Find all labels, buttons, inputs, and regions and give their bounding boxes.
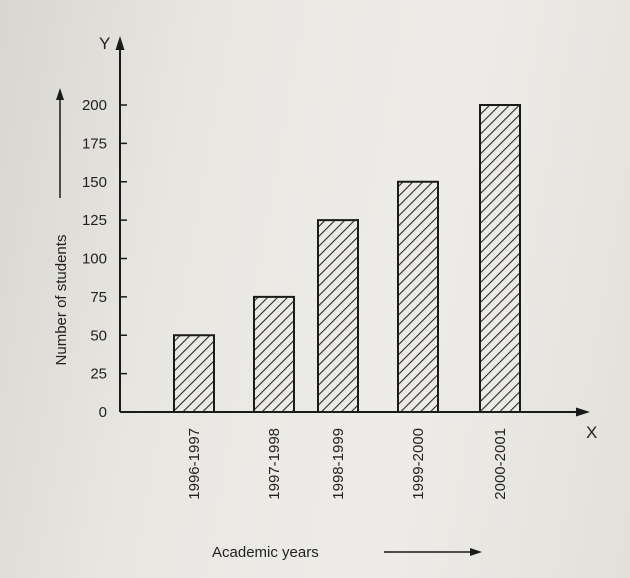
x-axis-arrow-icon xyxy=(576,407,590,417)
y-tick-label-175: 175 xyxy=(82,135,107,152)
x-tick-label-1997-1998: 1997-1998 xyxy=(266,428,283,500)
x-tick-label-1998-1999: 1998-1999 xyxy=(330,428,347,500)
x-axis-title: Academic years xyxy=(212,544,319,561)
x-tick-label-1999-2000: 1999-2000 xyxy=(410,428,427,500)
bar-1997-1998 xyxy=(253,295,295,413)
y-tick-label-25: 25 xyxy=(90,366,107,383)
bar-1996-1997 xyxy=(173,334,215,413)
y-tick-label-100: 100 xyxy=(82,251,107,268)
x-tick-label-1996-1997: 1996-1997 xyxy=(186,428,203,500)
bar-1999-2000 xyxy=(397,180,439,413)
y-tick-label-150: 150 xyxy=(82,174,107,191)
y-tick-label-200: 200 xyxy=(82,97,107,114)
y-ticks-group: 0 25 50 75 100 125 150 175 200 xyxy=(82,97,127,421)
x-axis-title-arrow-icon xyxy=(470,548,482,556)
bar-1998-1999 xyxy=(317,219,359,413)
y-axis-title: Number of students xyxy=(53,235,70,366)
y-tick-label-50: 50 xyxy=(90,327,107,344)
x-axis-letter: X xyxy=(586,423,597,442)
x-tick-label-2000-2001: 2000-2001 xyxy=(492,428,509,500)
x-tick-labels-group: 1996-1997 1997-1998 1998-1999 1999-2000 2000… xyxy=(186,428,509,500)
bars-group xyxy=(173,104,521,413)
y-tick-label-75: 75 xyxy=(90,289,107,306)
y-tick-label-0: 0 xyxy=(99,404,107,421)
bar-2000-2001 xyxy=(479,104,521,413)
y-tick-label-125: 125 xyxy=(82,212,107,229)
y-axis-arrow-icon xyxy=(115,36,125,50)
y-axis-title-arrow-icon xyxy=(56,88,64,100)
y-axis-letter: Y xyxy=(99,34,110,53)
